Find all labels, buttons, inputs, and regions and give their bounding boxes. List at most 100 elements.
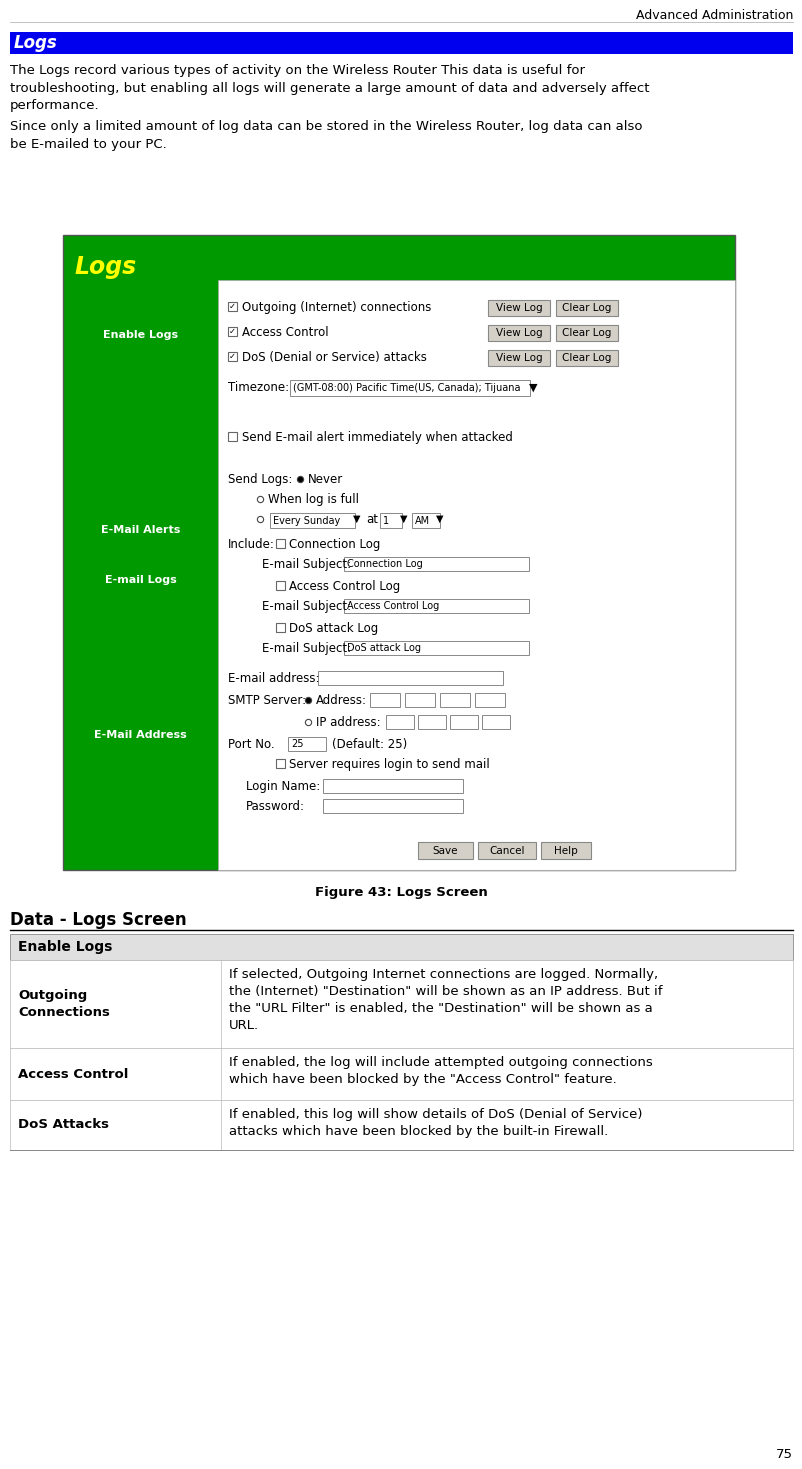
Bar — [10, 934, 792, 961]
Text: If enabled, the log will include attempted outgoing connections
which have been : If enabled, the log will include attempt… — [229, 1056, 652, 1086]
Bar — [228, 328, 237, 336]
Text: Outgoing
Connections: Outgoing Connections — [18, 989, 110, 1019]
Text: Address:: Address: — [316, 693, 367, 707]
Bar — [418, 715, 445, 729]
Text: DoS attack Log: DoS attack Log — [346, 643, 420, 654]
Text: Send Logs:: Send Logs: — [228, 473, 292, 485]
Text: Advanced Administration: Advanced Administration — [635, 9, 792, 22]
Bar — [370, 693, 399, 707]
Text: Access Control Log: Access Control Log — [289, 579, 399, 592]
Text: E-mail Logs: E-mail Logs — [104, 574, 176, 585]
Text: ▼: ▼ — [399, 514, 407, 524]
Text: Timezone:: Timezone: — [228, 380, 289, 394]
Text: When log is full: When log is full — [268, 492, 358, 505]
Text: Access Control: Access Control — [18, 1068, 128, 1081]
Bar — [10, 961, 792, 1047]
Text: Enable Logs: Enable Logs — [103, 331, 178, 339]
Bar — [343, 599, 529, 613]
Text: E-Mail Address: E-Mail Address — [94, 730, 187, 740]
Text: Clear Log: Clear Log — [561, 303, 611, 313]
Bar — [288, 737, 326, 751]
Text: (Default: 25): (Default: 25) — [331, 737, 407, 751]
Text: E-mail Subject:: E-mail Subject: — [261, 558, 350, 570]
Bar — [217, 281, 734, 870]
Bar — [343, 557, 529, 571]
Text: Every Sunday: Every Sunday — [273, 516, 340, 526]
Text: ▼: ▼ — [353, 514, 360, 524]
Text: DoS attack Log: DoS attack Log — [289, 621, 378, 635]
Bar — [276, 759, 285, 768]
Text: at: at — [366, 513, 378, 526]
Bar — [418, 842, 472, 859]
Text: Never: Never — [308, 473, 342, 485]
Bar — [10, 1047, 792, 1100]
Text: AM: AM — [415, 516, 430, 526]
Text: The Logs record various types of activity on the Wireless Router This data is us: The Logs record various types of activit… — [10, 65, 649, 112]
Text: ✓: ✓ — [229, 326, 236, 335]
Text: DoS (Denial or Service) attacks: DoS (Denial or Service) attacks — [241, 351, 427, 363]
Text: DoS Attacks: DoS Attacks — [18, 1118, 109, 1131]
Bar — [269, 513, 354, 527]
Text: Password:: Password: — [245, 799, 305, 812]
Text: ✓: ✓ — [229, 301, 236, 310]
Text: If enabled, this log will show details of DoS (Denial of Service)
attacks which : If enabled, this log will show details o… — [229, 1108, 642, 1138]
Text: E-mail Subject:: E-mail Subject: — [261, 642, 350, 655]
Text: Logs: Logs — [75, 256, 137, 279]
Bar — [386, 715, 414, 729]
Bar — [276, 582, 285, 591]
Bar — [477, 842, 535, 859]
Text: ▼: ▼ — [528, 383, 537, 394]
Text: E-Mail Alerts: E-Mail Alerts — [101, 524, 180, 535]
Bar — [322, 799, 463, 812]
Text: Include:: Include: — [228, 538, 274, 551]
Text: View Log: View Log — [495, 353, 541, 363]
Text: Figure 43: Logs Screen: Figure 43: Logs Screen — [314, 886, 488, 899]
Bar — [488, 300, 549, 316]
Text: Server requires login to send mail: Server requires login to send mail — [289, 758, 489, 771]
Text: E-mail Subject:: E-mail Subject: — [261, 599, 350, 613]
Bar — [555, 300, 618, 316]
Text: Clear Log: Clear Log — [561, 353, 611, 363]
Text: If selected, Outgoing Internet connections are logged. Normally,
the (Internet) : If selected, Outgoing Internet connectio… — [229, 968, 662, 1033]
Bar — [488, 325, 549, 341]
Bar — [228, 303, 237, 311]
Bar — [488, 350, 549, 366]
Text: 75: 75 — [775, 1448, 792, 1462]
Bar — [10, 32, 792, 54]
Bar — [276, 539, 285, 548]
Text: Port No.: Port No. — [228, 737, 274, 751]
Text: Connection Log: Connection Log — [289, 538, 380, 551]
Bar — [10, 1100, 792, 1150]
Text: Logs: Logs — [14, 34, 58, 51]
Text: View Log: View Log — [495, 328, 541, 338]
Bar — [404, 693, 435, 707]
Text: E-mail address:: E-mail address: — [228, 671, 319, 685]
Text: Outgoing (Internet) connections: Outgoing (Internet) connections — [241, 301, 431, 313]
Text: Since only a limited amount of log data can be stored in the Wireless Router, lo: Since only a limited amount of log data … — [10, 120, 642, 150]
Text: Access Control: Access Control — [241, 326, 328, 338]
Bar — [555, 350, 618, 366]
Text: 1: 1 — [383, 516, 389, 526]
Text: Login Name:: Login Name: — [245, 780, 320, 792]
Bar — [276, 623, 285, 632]
Text: Connection Log: Connection Log — [346, 560, 422, 569]
Bar — [481, 715, 509, 729]
Text: Send E-mail alert immediately when attacked: Send E-mail alert immediately when attac… — [241, 430, 512, 444]
Text: View Log: View Log — [495, 303, 541, 313]
Text: SMTP Server:: SMTP Server: — [228, 693, 306, 707]
Bar — [228, 432, 237, 441]
Text: Clear Log: Clear Log — [561, 328, 611, 338]
Bar — [555, 325, 618, 341]
Text: Access Control Log: Access Control Log — [346, 601, 439, 611]
Text: (GMT-08:00) Pacific Time(US, Canada); Tijuana: (GMT-08:00) Pacific Time(US, Canada); Ti… — [293, 383, 520, 394]
Text: Help: Help — [553, 846, 577, 855]
Bar — [228, 353, 237, 361]
Bar — [541, 842, 590, 859]
Bar — [290, 380, 529, 397]
Text: IP address:: IP address: — [316, 715, 380, 729]
Bar — [343, 640, 529, 655]
Bar — [439, 693, 469, 707]
Bar — [449, 715, 477, 729]
Bar — [318, 671, 502, 685]
Text: 25: 25 — [290, 739, 303, 749]
